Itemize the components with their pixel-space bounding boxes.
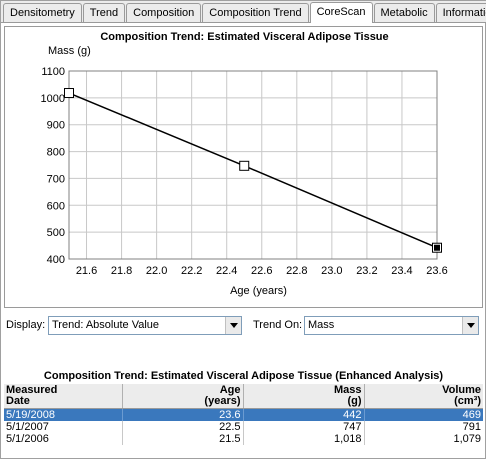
chart-y-axis-label: Mass (g) (48, 45, 91, 57)
tab-information[interactable]: Information (435, 3, 486, 22)
tab-densitometry[interactable]: Densitometry (3, 3, 82, 22)
cell-age: 23.6 (122, 408, 244, 421)
tab-composition-trend[interactable]: Composition Trend (202, 3, 309, 22)
cell-date: 5/1/2006 (4, 433, 123, 445)
table-row[interactable]: 5/1/2006 21.5 1,018 1,079 (4, 433, 483, 445)
data-point (64, 88, 74, 99)
y-tick-label: 1100 (41, 66, 65, 78)
x-tick-label: 22.0 (146, 265, 167, 277)
table-row[interactable]: 5/1/2007 22.5 747 791 (4, 421, 483, 433)
x-tick-label: 23.6 (426, 265, 447, 277)
tab-trend[interactable]: Trend (82, 3, 126, 22)
cell-mass: 747 (243, 421, 365, 433)
x-tick-label: 23.4 (391, 265, 412, 277)
data-point-selected-marker (434, 244, 440, 251)
trend-on-select-value: Mass (308, 319, 335, 331)
tab-composition[interactable]: Composition (126, 3, 202, 22)
cell-date: 5/19/2008 (4, 408, 123, 421)
y-tick-label: 800 (47, 147, 65, 159)
cell-mass: 1,018 (243, 433, 365, 445)
cell-volume: 1,079 (364, 433, 483, 445)
display-select-value: Trend: Absolute Value (52, 319, 160, 331)
column-header-age[interactable]: Age (years) (122, 384, 244, 409)
x-tick-label: 23.0 (321, 265, 342, 277)
chevron-down-icon[interactable] (462, 317, 478, 334)
tab-bar: Densitometry Trend Composition Compositi… (1, 1, 486, 23)
cell-mass: 442 (243, 408, 365, 421)
tab-corescan[interactable]: CoreScan (309, 2, 373, 23)
column-header-measured-date[interactable]: Measured Date (4, 384, 123, 409)
y-tick-label: 1000 (41, 93, 65, 105)
chart-panel: 400 500 600 700 800 900 1000 1100 21.6 21.8 22.0 22… (4, 26, 483, 308)
table-title: Composition Trend: Estimated Visceral Ad… (43, 370, 444, 382)
chevron-down-icon[interactable] (225, 317, 241, 334)
y-tick-label: 600 (47, 200, 65, 212)
x-tick-label: 21.6 (76, 265, 97, 277)
tab-metabolic[interactable]: Metabolic (373, 3, 435, 22)
plot-border (68, 70, 438, 260)
cell-volume: 469 (364, 408, 483, 421)
chart-title: Composition Trend: Estimated Visceral Ad… (100, 31, 389, 43)
display-label: Display: (6, 319, 46, 331)
x-tick-label: 22.8 (286, 265, 307, 277)
x-tick-label: 23.2 (356, 265, 377, 277)
results-table: Measured Date Age (years) Mass (g) Volume (c… (4, 384, 483, 445)
trend-on-select[interactable]: Mass (304, 316, 479, 335)
x-tick-label: 22.4 (216, 265, 237, 277)
y-tick-label: 700 (47, 173, 65, 185)
data-point (239, 160, 250, 171)
y-tick-label: 400 (47, 254, 65, 266)
y-tick-label: 500 (47, 227, 65, 239)
x-tick-label: 21.8 (111, 265, 132, 277)
display-select[interactable]: Trend: Absolute Value (48, 316, 242, 335)
plot-area (68, 70, 438, 260)
cell-volume: 791 (364, 421, 483, 433)
table-header-row: Measured Date Age (years) Mass (g) Volume (c… (4, 384, 483, 409)
cell-age: 22.5 (122, 421, 244, 433)
x-tick-label: 22.2 (181, 265, 202, 277)
trend-on-label: Trend On: (253, 319, 303, 331)
cell-date: 5/1/2007 (4, 421, 123, 433)
chart-x-axis-label: Age (years) (230, 285, 287, 297)
x-tick-label: 22.6 (251, 265, 272, 277)
trend-chart: 400 500 600 700 800 900 1000 1100 21.6 21.8 22.0 22… (41, 66, 448, 277)
y-tick-label: 900 (47, 120, 65, 132)
table-row[interactable]: 5/19/2008 23.6 442 469 (4, 408, 483, 421)
cell-age: 21.5 (122, 433, 244, 445)
chart-controls: Display: Trend: Absolute Value Trend On:… (4, 315, 483, 337)
column-header-volume[interactable]: Volume (cm³) (364, 384, 483, 409)
column-header-mass[interactable]: Mass (g) (243, 384, 365, 409)
